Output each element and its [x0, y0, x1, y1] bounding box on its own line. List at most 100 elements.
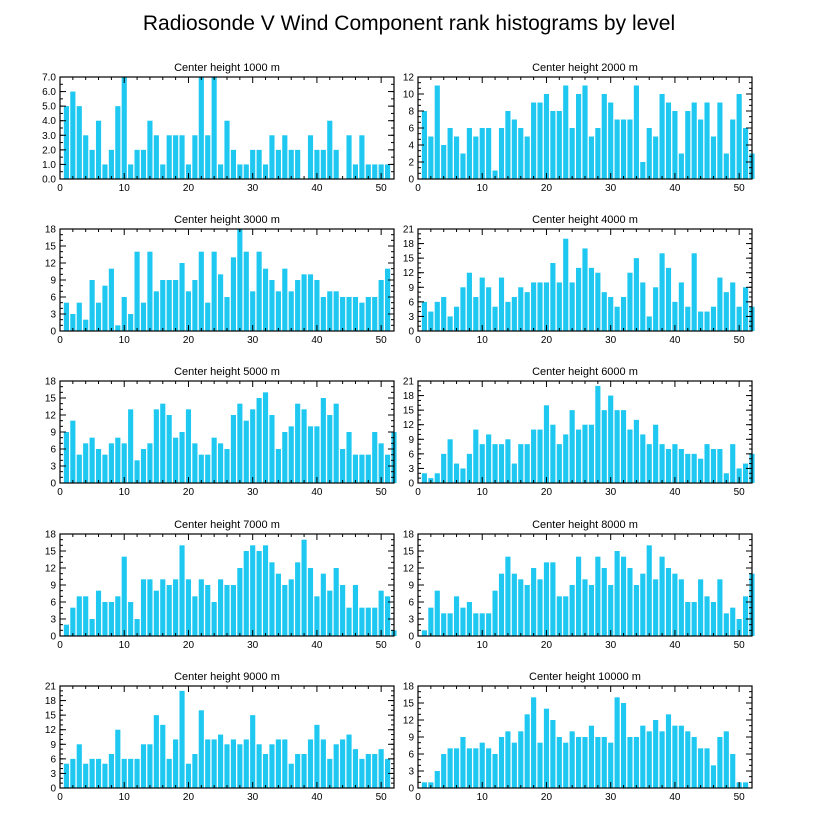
histogram-bar [556, 444, 562, 483]
histogram-bar [128, 758, 134, 788]
histogram-bar [576, 737, 582, 788]
histogram-bar [70, 607, 76, 636]
histogram-bar [320, 573, 326, 636]
histogram-bar [550, 720, 556, 788]
histogram-bar [646, 128, 652, 179]
y-tick-label: 3 [408, 312, 414, 323]
x-tick-label: 0 [415, 335, 421, 346]
histogram-bar [218, 274, 224, 331]
histogram-bar [556, 111, 562, 179]
histogram-bar [698, 311, 704, 331]
histogram-bar [518, 579, 524, 636]
histogram-bar [346, 432, 352, 483]
histogram-bar [710, 449, 717, 483]
y-tick-label: 3 [50, 769, 56, 780]
histogram-panel-6: Center height 6000 m 0 10 20 30 40 50 0 3 6 9 12 15 1… [403, 366, 755, 498]
histogram-bar [365, 607, 371, 636]
histogram-bar [352, 585, 359, 636]
y-tick-label: 6 [50, 598, 56, 609]
x-tick-label: 30 [605, 640, 617, 651]
histogram-bar [486, 128, 492, 179]
x-tick-label: 10 [119, 183, 131, 194]
histogram-bar [70, 420, 76, 483]
histogram-bar [582, 424, 588, 483]
histogram-bar [685, 731, 691, 788]
histogram-bar [83, 319, 89, 331]
histogram-bar [166, 585, 172, 636]
histogram-bar [685, 306, 691, 331]
histogram-bar [576, 267, 582, 331]
histogram-bar [723, 731, 729, 788]
histogram-bar [453, 136, 460, 179]
histogram-bar [256, 744, 262, 788]
histogram-bar [685, 602, 691, 636]
histogram-bar [460, 468, 466, 483]
x-tick-label: 20 [183, 487, 195, 498]
histogram-bar [505, 439, 511, 483]
y-tick-label: 15 [403, 699, 415, 710]
histogram-bar [346, 135, 352, 179]
histogram-bar [185, 164, 192, 179]
histogram-bar [620, 703, 627, 788]
histogram-bar [653, 424, 659, 483]
histogram-bar [601, 410, 607, 483]
histogram-bar [153, 409, 159, 483]
histogram-bar [710, 136, 717, 179]
histogram-bar [128, 409, 134, 483]
histogram-bar [314, 149, 320, 179]
histogram-bar [173, 739, 179, 788]
histogram-bar [237, 744, 243, 788]
histogram-bar [505, 301, 511, 331]
histogram-bar [428, 311, 434, 331]
y-tick-label: 5.0 [42, 102, 56, 113]
y-tick-label: 3 [408, 464, 414, 475]
histogram-bar [314, 596, 320, 636]
histogram-bar [365, 164, 371, 179]
histogram-bar [230, 257, 236, 331]
histogram-bar [633, 737, 639, 788]
histogram-bar [121, 77, 127, 179]
histogram-bar [89, 758, 95, 788]
histogram-bar [434, 473, 440, 483]
histogram-panel-10: Center height 10000 m 0 10 20 30 40 50 0 3 6 9 12 15… [403, 671, 753, 803]
x-tick-label: 0 [57, 335, 63, 346]
x-tick-label: 40 [669, 183, 681, 194]
histogram-bar [147, 579, 153, 636]
histogram-bar [479, 742, 485, 788]
y-tick-label: 18 [403, 239, 415, 250]
histogram-bar [134, 149, 140, 179]
histogram-panel-1: Center height 1000 m 0 10 20 30 40 50 0.0 1.0 2.0… [42, 62, 395, 194]
histogram-bar [256, 251, 262, 331]
histogram-bar [372, 607, 378, 636]
histogram-bar [179, 545, 185, 636]
histogram-bar [76, 596, 82, 636]
histogram-bar [192, 596, 198, 636]
histogram-bar [269, 280, 275, 331]
y-tick-label: 9 [408, 435, 414, 446]
y-tick-label: 6.0 [42, 87, 56, 98]
x-tick-label: 20 [541, 335, 553, 346]
histogram-bar [704, 596, 710, 636]
histogram-bar [288, 763, 294, 788]
histogram-bar [723, 473, 729, 483]
histogram-bar [627, 429, 633, 483]
histogram-panel-3: Center height 3000 m 0 10 20 30 40 50 0 3 6 9 12 15 1… [45, 214, 395, 346]
histogram-bar [224, 744, 230, 788]
histogram-bar [537, 102, 543, 179]
histogram-bar [262, 545, 269, 636]
x-tick-label: 30 [247, 487, 259, 498]
histogram-bar [524, 444, 530, 483]
histogram-bar [262, 164, 269, 179]
histogram-bar [63, 432, 69, 483]
x-tick-label: 50 [734, 640, 746, 651]
histogram-bar [608, 297, 614, 331]
histogram-bar [633, 585, 639, 636]
histogram-bar [498, 128, 505, 179]
x-tick-label: 30 [247, 335, 259, 346]
panel-title: Center height 4000 m [532, 214, 638, 226]
histogram-bar [537, 429, 543, 483]
x-tick-label: 0 [415, 640, 421, 651]
histogram-bar [543, 405, 550, 483]
histogram-panel-5: Center height 5000 m 0 10 20 30 40 50 0 3 6 9 12 15 1… [45, 366, 397, 498]
y-tick-label: 12 [403, 564, 415, 575]
